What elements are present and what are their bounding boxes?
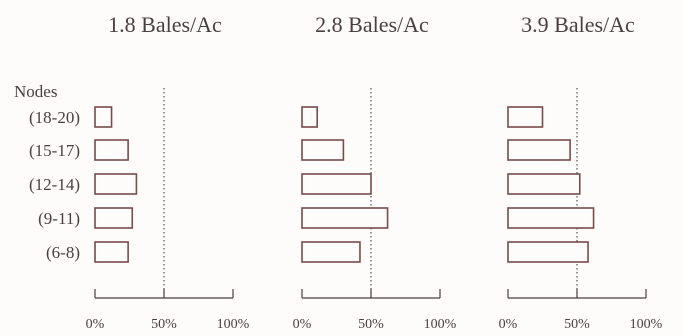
category-label: (9-11): [38, 209, 80, 228]
bar: [301, 241, 361, 263]
bar: [94, 106, 113, 128]
x-tick-label: 100%: [630, 317, 663, 332]
x-tick-label: 0%: [86, 317, 105, 332]
bar: [301, 139, 345, 161]
x-tick-label: 50%: [151, 317, 177, 332]
row-header-label: Nodes: [14, 82, 57, 101]
bar: [507, 207, 595, 229]
panel-title: 1.8 Bales/Ac: [108, 12, 222, 37]
x-tick-label: 50%: [564, 317, 590, 332]
bar: [301, 106, 318, 128]
x-tick-label: 0%: [499, 317, 518, 332]
bar: [301, 173, 372, 195]
bar: [94, 139, 129, 161]
bar: [301, 207, 389, 229]
category-label: (18-20): [29, 108, 80, 127]
bar: [507, 241, 589, 263]
x-tick-label: 0%: [293, 317, 312, 332]
category-label: (12-14): [29, 175, 80, 194]
category-label: (6-8): [46, 243, 80, 262]
panel-title: 2.8 Bales/Ac: [315, 12, 429, 37]
bar: [94, 241, 129, 263]
category-label: (15-17): [29, 141, 80, 160]
bar: [507, 139, 571, 161]
x-tick-label: 50%: [358, 317, 384, 332]
bar: [507, 106, 544, 128]
bar: [94, 207, 134, 229]
x-tick-label: 100%: [424, 317, 457, 332]
bar: [507, 173, 581, 195]
bar: [94, 173, 138, 195]
panel-title: 3.9 Bales/Ac: [521, 12, 635, 37]
x-tick-label: 100%: [217, 317, 250, 332]
